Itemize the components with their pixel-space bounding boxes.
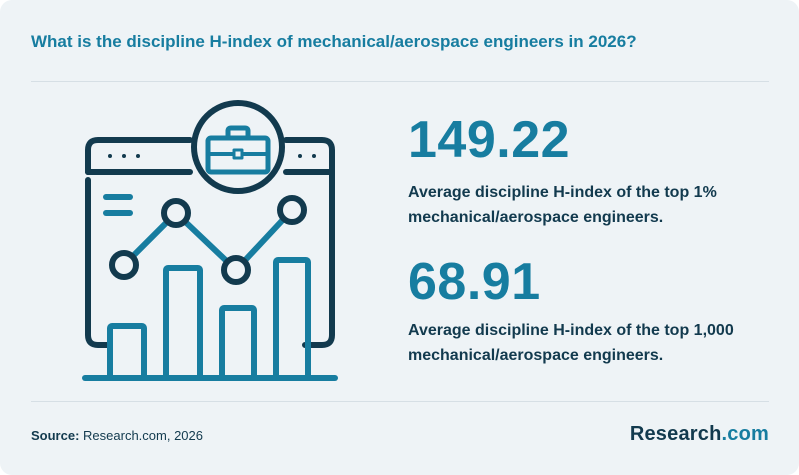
stat-description-top-1-percent: Average discipline H-index of the top 1%… xyxy=(408,184,717,226)
source-text: Research.com, 2026 xyxy=(83,428,203,443)
research-com-logo[interactable]: Research.com xyxy=(630,423,769,446)
stat-value-top-1-percent: 149.22 xyxy=(408,111,571,169)
bottom-divider xyxy=(31,401,769,402)
page-title: What is the discipline H-index of mechan… xyxy=(31,32,637,51)
top-divider xyxy=(31,81,769,82)
browser-window-icon xyxy=(85,137,335,348)
stat-description-top-1000: Average discipline H-index of the top 1,… xyxy=(408,322,734,364)
stat-value-top-1000: 68.91 xyxy=(408,253,541,311)
source-line: Source: Research.com, 2026 xyxy=(31,428,203,443)
briefcase-icon xyxy=(191,100,285,194)
logo-suffix: .com xyxy=(721,423,769,445)
logo-name: Research xyxy=(629,423,722,445)
line-chart-icon xyxy=(109,195,307,285)
source-label: Source: xyxy=(31,428,80,443)
analytics-illustration xyxy=(82,100,338,381)
bar-chart-icon xyxy=(82,257,338,381)
